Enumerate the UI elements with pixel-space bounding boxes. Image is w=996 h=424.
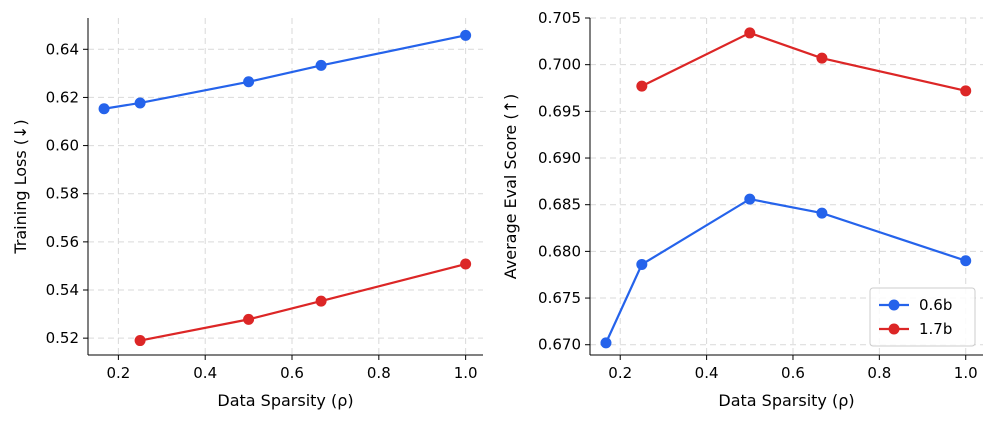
legend-marker-1.7b <box>888 323 900 335</box>
x-tick-label: 0.6 <box>781 364 805 382</box>
data-point-1.7b <box>960 85 972 97</box>
x-tick-label: 0.4 <box>193 364 217 382</box>
y-tick-label: 0.54 <box>46 281 79 299</box>
data-point-1.7b <box>816 52 828 64</box>
y-tick-label: 0.680 <box>538 242 581 260</box>
y-tick-label: 0.58 <box>46 185 79 203</box>
x-tick-label: 0.2 <box>608 364 632 382</box>
y-axis-label: Training Loss (↓) <box>11 119 30 254</box>
data-point-0.6b <box>600 337 612 349</box>
legend-label-1.7b: 1.7b <box>919 320 952 338</box>
series-line-1.7b <box>641 31 966 92</box>
data-point-1.7b <box>744 27 756 39</box>
y-axis-label: Average Eval Score (↑) <box>501 94 520 280</box>
x-tick-label: 1.0 <box>454 364 478 382</box>
x-tick-label: 0.6 <box>280 364 304 382</box>
data-point-1.7b <box>315 295 327 307</box>
y-tick-label: 0.64 <box>46 40 79 58</box>
x-tick-label: 0.8 <box>867 364 891 382</box>
series-line-1.7b <box>139 262 466 342</box>
data-point-0.6b <box>816 207 828 219</box>
y-tick-label: 0.675 <box>538 289 581 307</box>
data-point-0.6b <box>636 258 648 270</box>
y-tick-label: 0.700 <box>538 56 581 74</box>
y-tick-label: 0.62 <box>46 88 79 106</box>
data-point-0.6b <box>134 97 146 109</box>
y-tick-label: 0.705 <box>538 9 581 27</box>
y-tick-label: 0.690 <box>538 149 581 167</box>
data-point-1.7b <box>243 313 255 325</box>
data-point-0.6b <box>960 255 972 267</box>
y-tick-label: 0.685 <box>538 196 581 214</box>
x-tick-label: 0.8 <box>367 364 391 382</box>
eval-score-chart: 0.2 0.4 0.6 0.8 1.0 0.670 0.675 0.680 0.685 0.690… <box>501 9 983 410</box>
x-axis-label: Data Sparsity (ρ) <box>217 391 353 410</box>
data-point-0.6b <box>98 103 110 115</box>
x-tick-label: 0.4 <box>695 364 719 382</box>
data-point-0.6b <box>460 29 472 41</box>
y-tick-label: 0.56 <box>46 233 79 251</box>
x-tick-label: 1.0 <box>954 364 978 382</box>
training-loss-chart: 0.2 0.4 0.6 0.8 1.0 0.52 0.54 0.56 0.58 0.60 0.62 0… <box>11 18 483 410</box>
data-point-0.6b <box>315 59 327 71</box>
data-point-1.7b <box>636 80 648 92</box>
x-tick-label: 0.2 <box>106 364 130 382</box>
legend-label-0.6b: 0.6b <box>919 296 952 314</box>
data-point-0.6b <box>243 76 255 88</box>
y-tick-label: 0.695 <box>538 102 581 120</box>
x-axis-label: Data Sparsity (ρ) <box>718 391 854 410</box>
y-tick-label: 0.670 <box>538 336 581 354</box>
data-point-1.7b <box>460 258 472 270</box>
data-point-1.7b <box>134 335 146 347</box>
data-point-0.6b <box>744 193 756 205</box>
legend-marker-0.6b <box>888 299 900 311</box>
y-tick-label: 0.60 <box>46 137 79 155</box>
y-tick-label: 0.52 <box>46 329 79 347</box>
